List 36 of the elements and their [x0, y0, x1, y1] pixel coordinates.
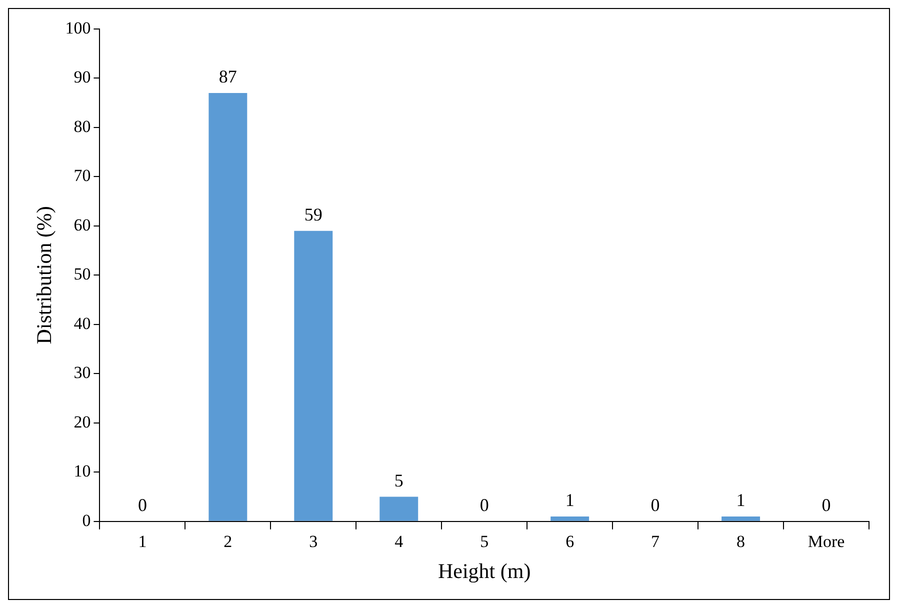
y-axis-title: Distribution (%)	[32, 206, 56, 344]
x-tick-label: 2	[224, 532, 232, 552]
x-axis-title: Height (m)	[438, 558, 531, 583]
x-tick-label: 7	[651, 532, 660, 552]
data-label: 0	[138, 495, 147, 516]
x-tick-label: More	[808, 532, 845, 552]
data-label: 59	[304, 204, 322, 225]
y-tick-label: 100	[65, 18, 91, 38]
x-tick-label: 5	[480, 532, 489, 552]
y-tick-label: 40	[74, 314, 91, 333]
data-label: 1	[565, 490, 574, 510]
data-label: 0	[480, 495, 489, 516]
bar	[208, 93, 248, 521]
y-tick-label: 80	[74, 116, 91, 136]
data-label: 0	[822, 495, 831, 516]
y-tick-label: 50	[74, 264, 91, 284]
bar	[550, 516, 590, 521]
y-tick-label: 90	[74, 68, 91, 87]
bar	[380, 496, 418, 521]
y-tick-label: 70	[74, 166, 91, 186]
x-tick-label: 1	[138, 532, 147, 552]
bar	[722, 516, 760, 521]
bar	[294, 230, 333, 521]
data-label: 5	[394, 470, 404, 491]
data-label: 87	[218, 66, 237, 87]
data-label: 0	[650, 495, 660, 516]
y-tick-label: 0	[82, 510, 91, 530]
x-tick-label: 6	[566, 532, 574, 552]
y-tick-label: 60	[74, 215, 91, 234]
x-tick-label: 3	[309, 532, 318, 552]
x-tick-label: 8	[736, 532, 746, 552]
y-tick-label: 20	[74, 412, 91, 432]
data-label: 1	[736, 490, 746, 510]
y-tick-label: 10	[74, 462, 91, 481]
y-tick-label: 30	[74, 363, 91, 382]
x-tick-label: 4	[394, 532, 404, 552]
